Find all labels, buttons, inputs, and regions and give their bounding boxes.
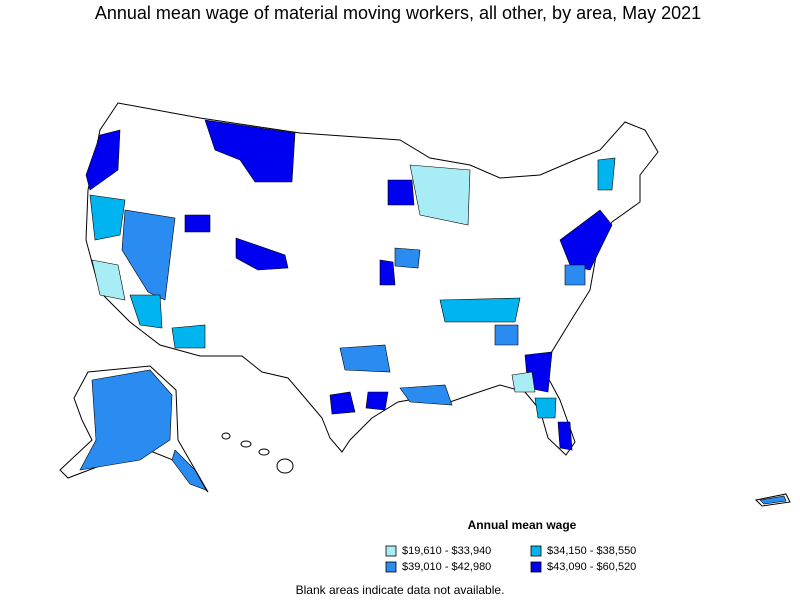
area xyxy=(559,209,613,271)
area xyxy=(339,344,391,373)
area xyxy=(511,371,536,393)
area xyxy=(409,164,471,226)
area xyxy=(557,421,573,451)
area xyxy=(379,259,396,286)
area xyxy=(365,391,389,411)
footnote: Blank areas indicate data not available. xyxy=(296,583,505,597)
hawaii xyxy=(221,432,231,440)
area xyxy=(534,397,557,419)
legend-swatch xyxy=(530,561,542,573)
legend-label: $39,010 - $42,980 xyxy=(402,561,491,573)
area xyxy=(129,294,163,329)
area xyxy=(85,129,121,191)
area xyxy=(597,157,616,191)
map xyxy=(59,102,791,507)
area xyxy=(394,247,421,269)
area xyxy=(79,369,173,471)
area xyxy=(235,237,289,271)
contiguous-us xyxy=(85,102,659,456)
legend: $19,610 - $33,940 $34,150 - $38,550 $39,01… xyxy=(385,545,636,573)
area xyxy=(494,324,519,346)
area xyxy=(399,384,453,406)
area xyxy=(184,214,211,233)
area xyxy=(439,297,521,323)
legend-title: Annual mean wage xyxy=(468,518,577,532)
hawaii xyxy=(240,440,252,448)
area xyxy=(759,495,787,505)
legend-swatch xyxy=(530,545,542,557)
map-title: Annual mean wage of material moving work… xyxy=(95,3,701,23)
area xyxy=(564,264,586,286)
legend-label: $19,610 - $33,940 xyxy=(402,545,491,557)
area xyxy=(171,324,206,349)
area xyxy=(89,194,126,241)
hawaii xyxy=(276,458,294,474)
hawaii xyxy=(258,448,270,456)
area xyxy=(387,179,415,206)
legend-label: $43,090 - $60,520 xyxy=(547,561,636,573)
area xyxy=(204,119,296,183)
legend-swatch xyxy=(385,561,397,573)
area xyxy=(91,259,126,301)
area xyxy=(329,391,356,415)
legend-label: $34,150 - $38,550 xyxy=(547,545,636,557)
area xyxy=(171,449,207,491)
legend-swatch xyxy=(385,545,397,557)
